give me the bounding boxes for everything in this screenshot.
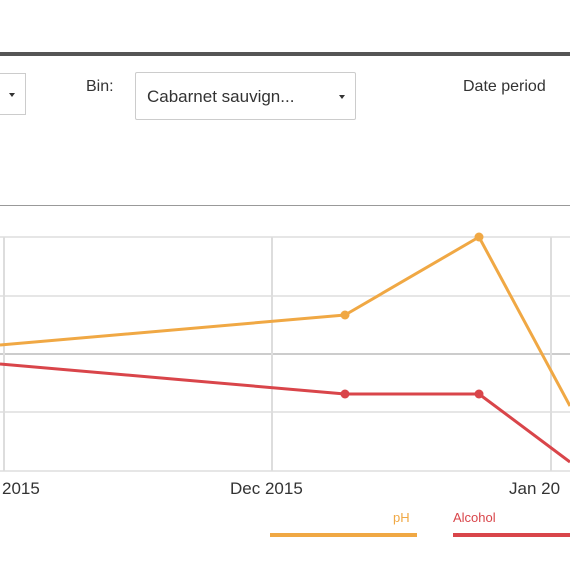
- bin-select[interactable]: Cabarnet sauvign...: [135, 72, 356, 120]
- alcohol-point: [474, 389, 484, 399]
- caret-down-icon: [339, 95, 345, 99]
- legend: pH Alcohol: [270, 510, 570, 537]
- ph-point: [474, 232, 484, 242]
- ph-point: [340, 310, 350, 320]
- panel-divider: [0, 205, 570, 206]
- x-tick-label: Dec 2015: [230, 479, 303, 498]
- date-period-label: Date period: [463, 78, 546, 95]
- alcohol-point: [340, 389, 350, 399]
- legend-label-alcohol: Alcohol: [453, 510, 496, 525]
- series-line-ph: [0, 235, 570, 407]
- x-tick-label: 2015: [2, 479, 40, 498]
- bin-select-value: Cabarnet sauvign...: [147, 87, 295, 106]
- caret-down-icon: [9, 93, 15, 97]
- bin-label: Bin:: [86, 78, 114, 95]
- top-divider: [0, 52, 570, 56]
- chart-grid: [0, 236, 570, 472]
- series-line-alcohol: [0, 362, 570, 464]
- legend-label-ph: pH: [393, 510, 410, 525]
- x-tick-label: Jan 20: [509, 479, 560, 498]
- filter-dropdown-partial[interactable]: [0, 73, 26, 115]
